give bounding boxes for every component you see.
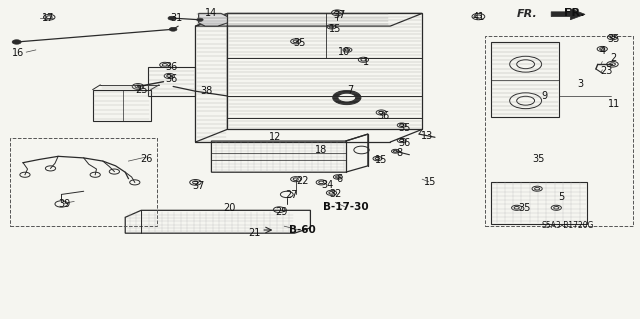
Text: 35: 35 (532, 154, 545, 165)
Text: 12: 12 (269, 132, 282, 142)
Bar (10, 138, 157, 226)
Circle shape (12, 40, 21, 44)
Text: 23: 23 (600, 66, 612, 76)
Text: 17: 17 (42, 13, 55, 23)
Text: 8: 8 (396, 148, 403, 158)
Text: 1: 1 (363, 57, 369, 67)
Circle shape (196, 18, 203, 21)
Text: 31: 31 (170, 13, 182, 23)
Text: B-17-30: B-17-30 (323, 202, 369, 212)
Circle shape (168, 16, 175, 20)
Text: 15: 15 (329, 24, 342, 33)
Text: 39: 39 (58, 199, 70, 209)
Text: FR.: FR. (516, 9, 537, 19)
Text: 10: 10 (338, 47, 350, 56)
Text: 38: 38 (200, 86, 212, 96)
Text: 35: 35 (293, 38, 306, 48)
Text: 21: 21 (249, 228, 261, 238)
Text: 13: 13 (421, 131, 433, 141)
Text: 15: 15 (424, 177, 436, 187)
Text: 7: 7 (348, 85, 354, 95)
Text: 36: 36 (166, 63, 178, 72)
Text: 26: 26 (140, 154, 152, 164)
Text: 3: 3 (577, 79, 584, 89)
Bar (484, 36, 633, 226)
Text: 2: 2 (611, 53, 617, 63)
Text: 35: 35 (607, 34, 620, 44)
Text: 9: 9 (541, 91, 548, 101)
Text: 35: 35 (398, 123, 410, 133)
Text: 29: 29 (275, 207, 288, 217)
Text: 22: 22 (296, 176, 308, 186)
Text: 16: 16 (12, 48, 25, 58)
Text: FR.: FR. (564, 8, 584, 19)
Text: 14: 14 (205, 8, 218, 19)
Circle shape (170, 27, 177, 31)
Polygon shape (551, 9, 585, 20)
Text: 36: 36 (398, 138, 410, 148)
Text: 37: 37 (193, 181, 205, 190)
Text: 6: 6 (336, 174, 342, 183)
Text: 5: 5 (558, 192, 564, 202)
Text: 36: 36 (166, 73, 178, 84)
Text: 27: 27 (285, 190, 298, 200)
Text: 11: 11 (607, 99, 620, 109)
Text: 36: 36 (378, 111, 390, 121)
Text: S5A3-B1720G: S5A3-B1720G (541, 221, 594, 230)
Text: 41: 41 (472, 12, 484, 22)
Text: 4: 4 (599, 46, 605, 56)
Text: 15: 15 (375, 155, 387, 165)
Text: 37: 37 (333, 10, 346, 20)
Text: 20: 20 (223, 203, 236, 213)
Text: 18: 18 (315, 145, 328, 155)
Text: 34: 34 (321, 180, 334, 190)
Polygon shape (198, 13, 227, 26)
Text: 32: 32 (329, 189, 342, 199)
Text: 35: 35 (518, 203, 531, 213)
Text: B-60: B-60 (289, 225, 316, 235)
Text: 25: 25 (135, 85, 147, 95)
